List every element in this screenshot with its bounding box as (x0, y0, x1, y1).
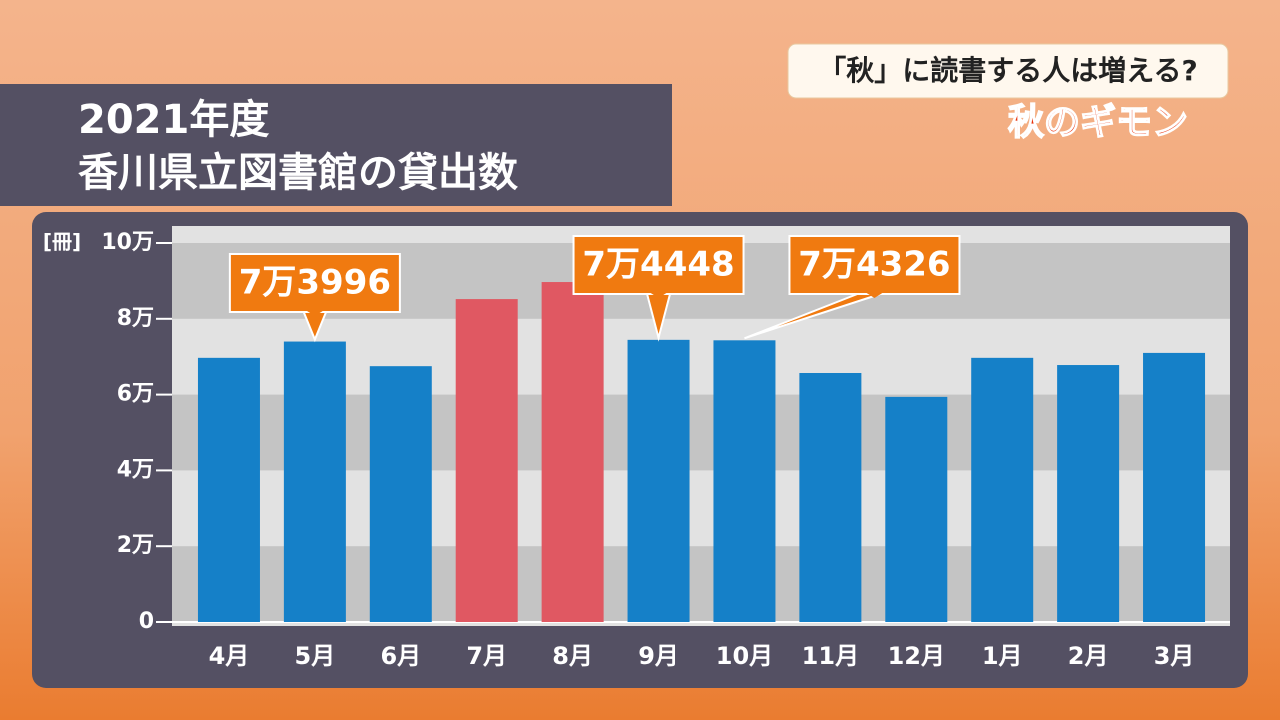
y-tick-label: 2万 (117, 533, 154, 558)
bar (369, 366, 432, 622)
x-tick-label: 6月 (380, 642, 421, 670)
x-tick-label: 7月 (466, 642, 507, 670)
y-tick-label: 6万 (117, 382, 154, 407)
grid-band (172, 394, 1230, 471)
x-tick-label: 9月 (638, 642, 679, 670)
y-tick-label: 10万 (101, 230, 154, 255)
plot: 0 2万 4万 6万 8万 10万 4月 5月 7万3996 6月 7月 8月 9月 7万4448 10月 7… (101, 230, 1230, 670)
x-tick-label: 8月 (552, 642, 593, 670)
bar (541, 282, 604, 622)
y-tick-label: 4万 (117, 457, 154, 482)
chart-subtitle: 香川県立図書館の貸出数 (78, 150, 518, 196)
x-tick-label: 11月 (802, 642, 859, 670)
bar (627, 339, 690, 622)
bar (971, 357, 1034, 622)
callout-box (228, 253, 401, 313)
value-label: 7万4326 (798, 245, 950, 285)
callout-join (863, 291, 886, 298)
corner-question: 「秋」に読書する人は増える? (818, 54, 1197, 87)
callout-box (572, 235, 745, 295)
bar (1143, 352, 1206, 622)
bar (799, 372, 862, 622)
x-tick-label: 3月 (1154, 642, 1195, 670)
y-unit: [冊] (43, 230, 81, 254)
y-tick-label: 0 (139, 609, 154, 634)
callout-join (647, 291, 670, 298)
y-tick-label: 8万 (117, 306, 154, 331)
bar (885, 396, 948, 622)
x-tick-label: 10月 (716, 642, 773, 670)
bar (455, 299, 518, 622)
x-tick-label: 12月 (888, 642, 945, 670)
x-tick-label: 4月 (209, 642, 250, 670)
value-label: 7万4448 (582, 245, 734, 285)
title-panel (0, 84, 672, 206)
x-tick-label: 1月 (982, 642, 1023, 670)
x-tick-label: 5月 (295, 642, 336, 670)
callout-join (303, 309, 326, 316)
grid-band (172, 546, 1230, 622)
x-tick-label: 2月 (1068, 642, 1109, 670)
bar (1057, 365, 1120, 622)
corner-series: 秋のギモン (1008, 102, 1188, 143)
question-box (787, 43, 1229, 99)
chart-title: 2021年度 (78, 97, 269, 143)
bar (283, 341, 346, 622)
bar (713, 340, 776, 622)
value-label: 7万3996 (239, 263, 391, 303)
bar (197, 357, 260, 622)
